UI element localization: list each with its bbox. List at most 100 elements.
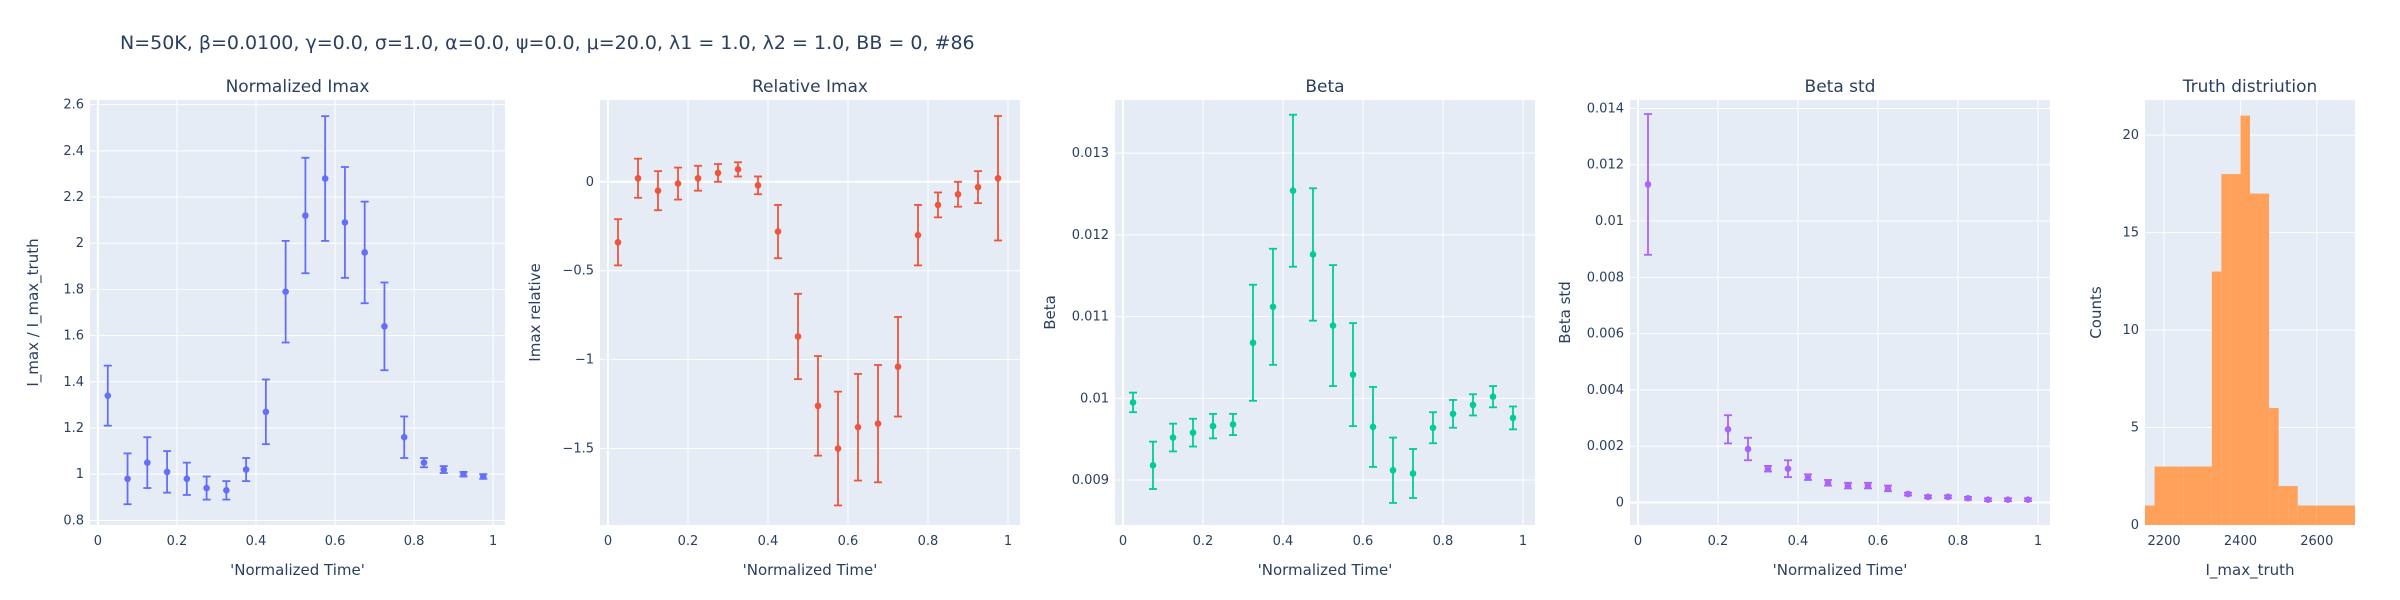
histogram-bar <box>2288 486 2298 525</box>
x-tick-label: 2400 <box>2224 534 2257 549</box>
x-tick-label: 0.4 <box>1788 534 1809 549</box>
data-point <box>1409 470 1417 477</box>
y-axis-label: I_max / I_max_truth <box>24 238 43 386</box>
data-point <box>614 238 622 246</box>
subplot-title: Truth distriution <box>2182 77 2318 97</box>
x-tick-label: 0 <box>604 534 612 549</box>
data-point <box>1469 401 1477 409</box>
data-point <box>974 183 982 191</box>
data-point <box>2004 496 2012 503</box>
x-tick-label: 0.8 <box>1433 534 1454 549</box>
y-tick-label: −0.5 <box>562 264 594 279</box>
data-point <box>1309 251 1317 258</box>
y-tick-label: 2.4 <box>63 144 84 159</box>
data-point <box>460 470 467 478</box>
y-tick-label: 1 <box>76 467 84 482</box>
data-point <box>954 190 962 198</box>
x-tick-label: 0.6 <box>1353 534 1374 549</box>
y-tick-label: 0.014 <box>1587 101 1624 116</box>
y-tick-label: 1.2 <box>63 421 84 436</box>
data-point <box>794 333 802 340</box>
y-axis-label: Beta std <box>1556 281 1574 344</box>
y-tick-label: 0.012 <box>1587 158 1624 173</box>
x-tick-label: 0.6 <box>325 534 346 549</box>
x-tick-label: 0.4 <box>1273 534 1294 549</box>
data-point <box>1229 421 1237 428</box>
y-tick-label: 20 <box>2122 128 2139 143</box>
y-tick-label: 0.013 <box>1072 146 1109 161</box>
histogram-bar <box>2297 505 2317 525</box>
data-point <box>2024 496 2032 503</box>
x-tick-label: 2600 <box>2300 534 2333 549</box>
data-point <box>754 182 762 189</box>
histogram-bar <box>2240 115 2250 526</box>
y-tick-label: 0.009 <box>1072 473 1109 488</box>
y-tick-label: −1 <box>575 353 594 368</box>
y-tick-label: 0.002 <box>1587 439 1624 454</box>
subplot-3: 0 0.2 0.4 0.6 0.8 1 0.009 0.01 0.011 0.012 0.013 Be… <box>1041 77 1535 579</box>
x-axis-label: 'Normalized Time' <box>1773 561 1908 579</box>
data-point <box>163 468 171 476</box>
plot-area <box>1630 100 2050 525</box>
x-axis-label: I_max_truth <box>2205 561 2294 580</box>
y-tick-label: 0 <box>1616 495 1624 510</box>
histogram-bar <box>2316 505 2355 525</box>
figure-suptitle: N=50K, β=0.0100, γ=0.0, σ=1.0, α=0.0, ψ=… <box>120 32 975 54</box>
y-tick-label: 0.011 <box>1072 310 1109 325</box>
x-tick-label: 0.6 <box>1868 534 1889 549</box>
y-tick-label: 15 <box>2122 226 2139 241</box>
plot-area <box>90 100 505 525</box>
y-axis-label: Imax relative <box>526 263 544 361</box>
histogram-bar <box>2221 174 2231 525</box>
x-tick-label: 0.8 <box>404 534 425 549</box>
data-point <box>1784 465 1792 473</box>
data-point <box>694 174 702 182</box>
y-axis-label: Beta <box>1041 295 1059 330</box>
x-tick-label: 0.4 <box>246 534 267 549</box>
data-point <box>242 466 250 473</box>
histogram-bar <box>2211 271 2222 525</box>
data-point <box>774 228 782 235</box>
data-point <box>1764 465 1772 473</box>
data-point <box>400 433 408 441</box>
data-point <box>1289 187 1297 195</box>
subplot-title: Beta std <box>1805 77 1876 97</box>
y-tick-label: 0.008 <box>1587 270 1624 285</box>
y-tick-label: 5 <box>2131 421 2139 436</box>
data-point <box>124 475 131 483</box>
subplot-4: 0 0.2 0.4 0.6 0.8 1 0 0.002 0.004 0.006 0.008 0.01 0… <box>1556 77 2050 579</box>
histogram-bar <box>2230 174 2241 525</box>
data-point <box>440 466 448 473</box>
y-tick-label: 2.6 <box>63 98 84 113</box>
y-tick-label: 0 <box>586 175 594 190</box>
y-tick-label: 10 <box>2122 323 2139 338</box>
x-tick-label: 0.2 <box>1708 534 1729 549</box>
histogram-bar <box>2145 505 2155 525</box>
data-point <box>1724 426 1732 433</box>
x-tick-label: 0.8 <box>1948 534 1969 549</box>
histogram-bar <box>2278 486 2289 525</box>
histogram-bar <box>2183 466 2212 525</box>
data-point <box>104 392 112 399</box>
data-point <box>1884 485 1892 492</box>
data-point <box>834 445 842 452</box>
data-point <box>1149 462 1157 469</box>
histogram-bar <box>2250 193 2260 525</box>
data-point <box>321 175 329 182</box>
data-point <box>1329 322 1337 329</box>
data-point <box>1269 303 1277 311</box>
histogram-bar <box>2269 408 2279 525</box>
x-tick-label: 0.2 <box>678 534 699 549</box>
data-point <box>1369 423 1377 431</box>
data-point <box>1984 496 1992 503</box>
x-tick-label: 2200 <box>2148 534 2181 549</box>
data-point <box>183 475 191 483</box>
data-point <box>341 219 349 226</box>
x-tick-label: 0.6 <box>838 534 859 549</box>
data-point <box>282 288 289 296</box>
data-point <box>874 420 882 427</box>
data-point <box>1509 414 1517 422</box>
subplot-title: Relative Imax <box>752 77 868 97</box>
y-tick-label: 0.006 <box>1587 327 1624 342</box>
